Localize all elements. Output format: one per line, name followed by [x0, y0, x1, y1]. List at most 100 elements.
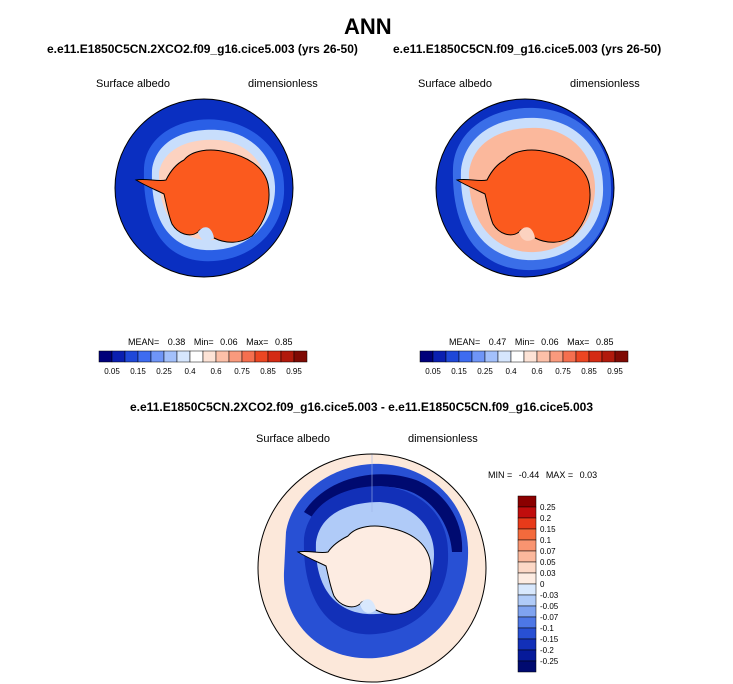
right-polar-map: [435, 98, 615, 278]
diff-colorbar-tick-label: 0.03: [540, 569, 556, 578]
diff-stats: MIN = -0.44 MAX = 0.03: [488, 470, 597, 480]
diff-colorbar-swatch: [517, 495, 537, 508]
left-colorbar-tick-label: 0.15: [130, 367, 146, 376]
diff-colorbar-swatch: [517, 550, 537, 563]
diff-max-value: 0.03: [579, 470, 598, 480]
right-colorbar-tick-label: 0.4: [505, 367, 517, 376]
right-max-value: 0.85: [595, 337, 614, 347]
right-colorbar: 0.05 0.15 0.25 0.4 0.6 0.75 0.85 0.95: [419, 350, 629, 376]
right-units-label: dimensionless: [570, 78, 640, 90]
right-colorbar-tick-label: 0.75: [555, 367, 571, 376]
right-colorbar-swatch: [549, 350, 564, 363]
left-max-label: Max=: [246, 337, 269, 347]
left-colorbar-swatch: [189, 350, 204, 363]
right-colorbar-swatch: [419, 350, 434, 363]
diff-colorbar-tick-label: -0.07: [540, 613, 559, 622]
right-max-label: Max=: [567, 337, 590, 347]
left-case-title: e.e11.E1850C5CN.2XCO2.f09_g16.cice5.003 …: [47, 42, 358, 56]
diff-colorbar-swatch: [517, 616, 537, 629]
diff-colorbar-tick-label: -0.15: [540, 635, 559, 644]
right-colorbar-swatch: [575, 350, 590, 363]
diff-min-value: -0.44: [518, 470, 540, 480]
left-colorbar-swatch: [111, 350, 126, 363]
diff-max-label: MAX =: [545, 470, 574, 480]
left-colorbar-tick-label: 0.4: [184, 367, 196, 376]
diff-colorbar-tick-label: 0.15: [540, 525, 556, 534]
right-mean-value: 0.47: [488, 337, 507, 347]
left-colorbar-swatch: [293, 350, 308, 363]
right-case-title: e.e11.E1850C5CN.f09_g16.cice5.003 (yrs 2…: [393, 42, 662, 56]
left-colorbar-tick-label: 0.95: [286, 367, 302, 376]
right-colorbar-swatch: [484, 350, 499, 363]
diff-title: e.e11.E1850C5CN.2XCO2.f09_g16.cice5.003 …: [130, 400, 593, 414]
left-mean-label: MEAN=: [128, 337, 160, 347]
left-min-value: 0.06: [220, 337, 238, 347]
diff-colorbar-tick-label: 0.1: [540, 536, 552, 545]
diff-colorbar-tick-label: -0.2: [540, 646, 554, 655]
left-variable-label: Surface albedo: [96, 78, 170, 90]
diff-colorbar: 0.25 0.2 0.15 0.1 0.07 0.05 0.03 0 -0.03 -0.05 -0.…: [517, 495, 559, 673]
left-colorbar-tick-label: 0.85: [260, 367, 276, 376]
left-colorbar-tick-label: 0.05: [104, 367, 120, 376]
right-colorbar-swatch: [562, 350, 577, 363]
right-colorbar-swatch: [497, 350, 512, 363]
diff-colorbar-tick-label: 0.05: [540, 558, 556, 567]
left-polar-map: [114, 98, 294, 278]
right-mean-label: MEAN=: [449, 337, 481, 347]
right-colorbar-tick-label: 0.15: [451, 367, 467, 376]
left-colorbar-swatch: [280, 350, 295, 363]
right-colorbar-tick-label: 0.25: [477, 367, 493, 376]
diff-colorbar-swatch: [517, 583, 537, 596]
left-colorbar-swatch: [98, 350, 113, 363]
left-colorbar-swatch: [241, 350, 256, 363]
diff-colorbar-swatch: [517, 638, 537, 651]
diff-min-label: MIN =: [488, 470, 513, 480]
left-colorbar-swatch: [176, 350, 191, 363]
diff-colorbar-swatch: [517, 517, 537, 530]
left-colorbar-swatch: [215, 350, 230, 363]
left-colorbar-swatch: [150, 350, 165, 363]
diff-colorbar-swatch: [517, 649, 537, 662]
diff-colorbar-swatch: [517, 627, 537, 640]
diff-colorbar-tick-label: -0.05: [540, 602, 559, 611]
diff-colorbar-swatch: [517, 572, 537, 585]
diff-colorbar-tick-label: -0.25: [540, 657, 559, 666]
diff-colorbar-tick-label: 0.07: [540, 547, 556, 556]
diff-polar-map: [257, 453, 487, 683]
right-colorbar-tick-label: 0.6: [531, 367, 543, 376]
diff-variable-label: Surface albedo: [256, 433, 330, 445]
right-variable-label: Surface albedo: [418, 78, 492, 90]
left-colorbar-swatch: [267, 350, 282, 363]
ross-ice-shelf-notch: [198, 227, 214, 241]
left-colorbar-swatch: [202, 350, 217, 363]
diff-colorbar-tick-label: 0.25: [540, 503, 556, 512]
ross-ice-shelf: [519, 227, 535, 241]
diff-colorbar-tick-label: -0.1: [540, 624, 554, 633]
right-colorbar-swatch: [510, 350, 525, 363]
diff-colorbar-tick-label: 0.2: [540, 514, 552, 523]
left-colorbar-swatch: [254, 350, 269, 363]
diff-colorbar-tick-label: 0: [540, 580, 545, 589]
right-min-value: 0.06: [541, 337, 559, 347]
right-colorbar-swatch: [614, 350, 629, 363]
diff-colorbar-swatch: [517, 539, 537, 552]
diff-colorbar-swatch: [517, 605, 537, 618]
left-colorbar-swatch: [163, 350, 178, 363]
diff-units-label: dimensionless: [408, 433, 478, 445]
left-min-label: Min=: [193, 337, 214, 347]
diff-colorbar-swatch: [517, 528, 537, 541]
diff-colorbar-swatch: [517, 594, 537, 607]
ross-ice-shelf: [360, 599, 376, 613]
right-stats: MEAN= 0.47 Min= 0.06 Max= 0.85: [449, 337, 613, 347]
left-colorbar-tick-label: 0.75: [234, 367, 250, 376]
left-colorbar-tick-label: 0.25: [156, 367, 172, 376]
left-colorbar-swatch: [124, 350, 139, 363]
left-units-label: dimensionless: [248, 78, 318, 90]
right-colorbar-swatch: [458, 350, 473, 363]
left-mean-value: 0.38: [167, 337, 186, 347]
right-min-label: Min=: [514, 337, 535, 347]
right-colorbar-swatch: [432, 350, 447, 363]
left-stats: MEAN= 0.38 Min= 0.06 Max= 0.85: [128, 337, 292, 347]
left-max-value: 0.85: [274, 337, 293, 347]
left-colorbar: 0.05 0.15 0.25 0.4 0.6 0.75 0.85 0.95: [98, 350, 308, 376]
